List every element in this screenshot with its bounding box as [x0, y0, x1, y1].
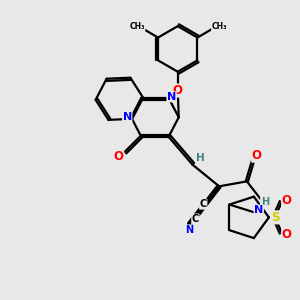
Text: O: O — [282, 228, 292, 241]
Text: CH₃: CH₃ — [130, 22, 145, 31]
Text: O: O — [113, 150, 124, 163]
Text: O: O — [173, 84, 183, 97]
Text: N: N — [184, 226, 193, 236]
Text: O: O — [252, 149, 262, 162]
Text: N: N — [254, 205, 263, 215]
Text: C: C — [192, 214, 199, 224]
Text: C: C — [200, 199, 207, 209]
Text: CH₃: CH₃ — [212, 22, 227, 31]
Text: N: N — [185, 225, 194, 235]
Text: H: H — [261, 197, 269, 207]
Text: S: S — [272, 211, 280, 224]
Text: N: N — [167, 92, 176, 102]
Text: N: N — [123, 112, 132, 122]
Text: O: O — [282, 194, 292, 207]
Text: H: H — [196, 153, 205, 163]
